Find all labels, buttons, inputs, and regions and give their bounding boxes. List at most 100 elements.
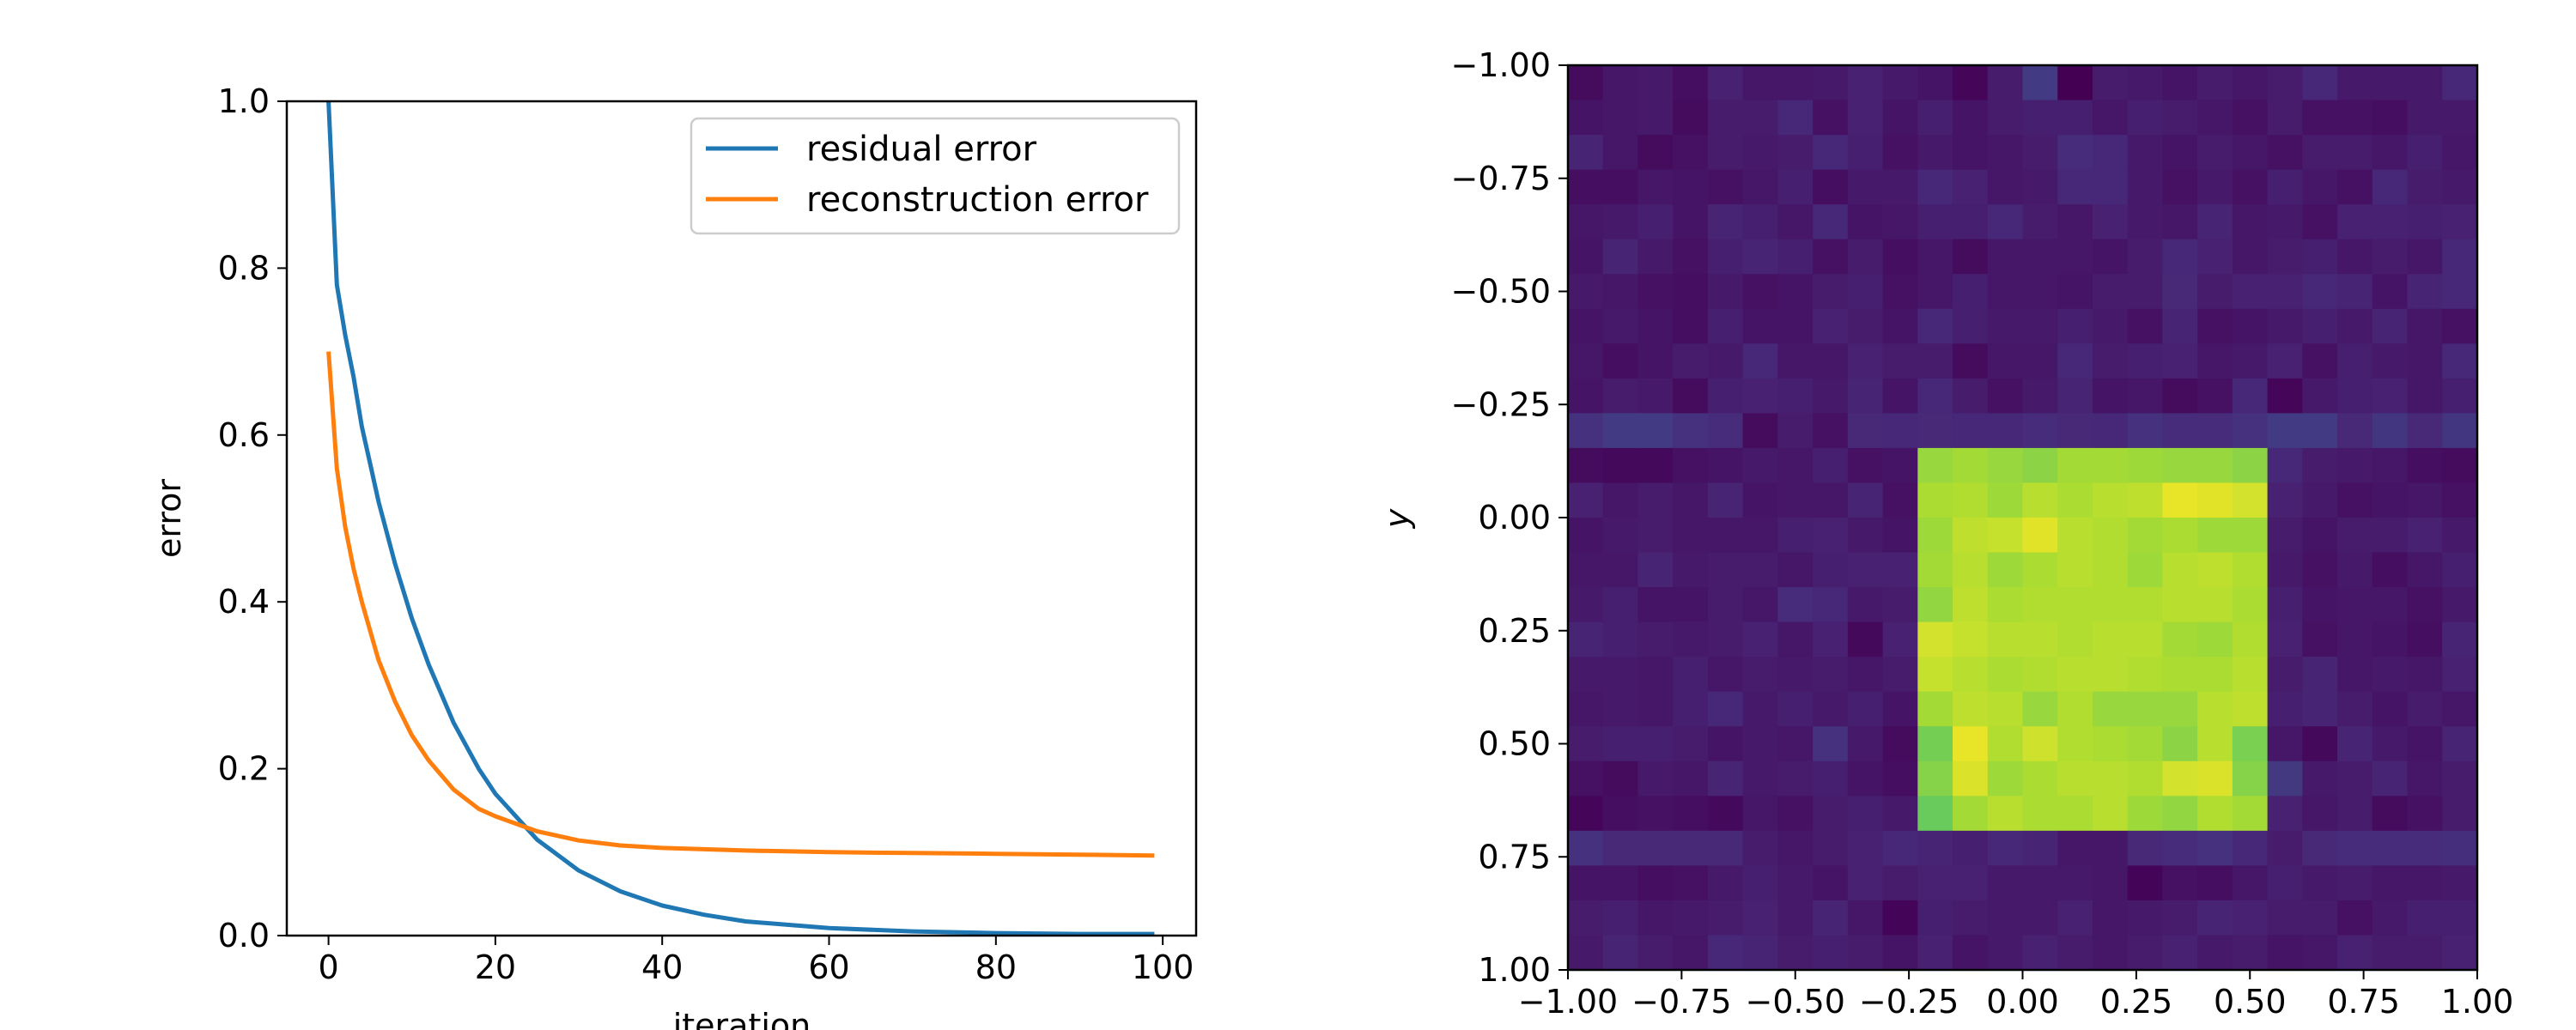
heatmap-cell — [1987, 239, 2024, 275]
heatmap-cell — [2267, 204, 2303, 240]
heatmap-cell — [1637, 760, 1674, 797]
heatmap-cell — [2337, 900, 2373, 936]
heatmap-cell — [1637, 657, 1674, 693]
heatmap-cell — [1673, 552, 1709, 588]
heatmap-cell — [1847, 100, 1884, 136]
heatmap-cell — [1917, 308, 1953, 344]
heatmap-cell — [1568, 726, 1604, 762]
heatmap-cell — [1917, 239, 1953, 275]
heatmap-cell — [2372, 308, 2409, 344]
heatmap-cell — [2162, 587, 2198, 623]
heatmap-cell — [2127, 552, 2164, 588]
heatmap-cell — [2057, 100, 2093, 136]
heatmap-cell — [2232, 518, 2269, 554]
heatmap-cell — [2302, 239, 2338, 275]
heatmap-cell — [1917, 935, 1953, 971]
heatmap-cell — [1813, 865, 1849, 901]
heatmap-cell — [2127, 378, 2164, 414]
heatmap-cell — [2442, 587, 2478, 623]
heatmap-cell — [2162, 760, 2198, 797]
heatmap-cell — [2372, 482, 2409, 518]
heatmap-cell — [2442, 274, 2478, 310]
heatmap-cell — [2267, 413, 2303, 449]
heatmap-cell — [1602, 308, 1639, 344]
heatmap-cell — [2197, 343, 2233, 379]
heatmap-cell — [2197, 135, 2233, 171]
heatmap-cell — [2442, 760, 2478, 797]
heatmap-cell — [2197, 691, 2233, 727]
heatmap-cell — [2302, 900, 2338, 936]
heatmap-cell — [1987, 343, 2024, 379]
heatmap-cell — [1602, 100, 1639, 136]
heatmap-cell — [2057, 518, 2093, 554]
heatmap-cell — [1707, 169, 1744, 205]
heatmap-cell — [1953, 726, 1989, 762]
heatmap-cell — [2337, 482, 2373, 518]
heatmap-cell — [1882, 657, 1918, 693]
heatmap-cell — [2232, 657, 2269, 693]
heatmap-cell — [1742, 204, 1778, 240]
heatmap-cell — [1637, 100, 1674, 136]
heatmap-cell — [1742, 621, 1778, 657]
heatmap-y-tick-label: 0.00 — [1478, 499, 1551, 536]
heatmap-cell — [1882, 796, 1918, 832]
heatmap-cell — [1673, 935, 1709, 971]
heatmap-x-tick-label: −0.75 — [1631, 983, 1731, 1021]
heatmap-cell — [1673, 587, 1709, 623]
heatmap-cell — [1917, 760, 1953, 797]
heatmap-cell — [2337, 830, 2373, 866]
heatmap-cell — [2267, 691, 2303, 727]
heatmap-cell — [1917, 691, 1953, 727]
heatmap-cell — [2057, 796, 2093, 832]
heatmap-cell — [1707, 518, 1744, 554]
heatmap-cell — [1847, 447, 1884, 484]
heatmap-cell — [1917, 482, 1953, 518]
heatmap-cell — [2127, 726, 2164, 762]
heatmap-cell — [1637, 135, 1674, 171]
heatmap-cell — [1568, 935, 1604, 971]
heatmap-cell — [1742, 935, 1778, 971]
heatmap-cell — [1882, 169, 1918, 205]
heatmap-x-tick-label: 0.25 — [2100, 983, 2173, 1021]
heatmap-cell — [2057, 343, 2093, 379]
heatmap-cell — [2302, 135, 2338, 171]
heatmap-cell — [1813, 900, 1849, 936]
heatmap-cell — [1602, 343, 1639, 379]
heatmap-cell — [1882, 447, 1918, 484]
heatmap-cell — [1882, 308, 1918, 344]
heatmap-cell — [2092, 204, 2129, 240]
heatmap-cell — [1953, 796, 1989, 832]
heatmap-cells — [1568, 65, 2478, 971]
heatmap-cell — [1847, 343, 1884, 379]
heatmap-cell — [2372, 518, 2409, 554]
heatmap-x-tick-label: −0.50 — [1746, 983, 1845, 1021]
heatmap-cell — [2092, 135, 2129, 171]
heatmap-cell — [2407, 204, 2443, 240]
heatmap-cell — [1568, 308, 1604, 344]
line-y-tick-label: 0.6 — [218, 416, 270, 454]
heatmap-cell — [1637, 274, 1674, 310]
line-y-ticks: 0.0 0.2 0.4 0.6 0.8 1.0 — [218, 82, 287, 954]
series-line-residual-error — [326, 100, 1155, 936]
heatmap-cell — [1847, 865, 1884, 901]
heatmap-cell — [2127, 308, 2164, 344]
heatmap-cell — [2057, 621, 2093, 657]
heatmap-cell — [1987, 935, 2024, 971]
heatmap-cell — [1813, 135, 1849, 171]
heatmap-cell — [1673, 760, 1709, 797]
heatmap-cell — [1987, 796, 2024, 832]
heatmap-cell — [1637, 865, 1674, 901]
heatmap-cell — [2407, 657, 2443, 693]
heatmap-cell — [2442, 482, 2478, 518]
heatmap-cell — [2337, 169, 2373, 205]
heatmap-cell — [2197, 796, 2233, 832]
heatmap-cell — [1742, 865, 1778, 901]
heatmap-cell — [1568, 274, 1604, 310]
heatmap-cell — [2407, 239, 2443, 275]
heatmap-cell — [2057, 865, 2093, 901]
heatmap-cell — [1777, 239, 1814, 275]
heatmap-cell — [2372, 830, 2409, 866]
heatmap-cell — [2407, 447, 2443, 484]
heatmap-cell — [2092, 274, 2129, 310]
heatmap-cell — [2092, 100, 2129, 136]
